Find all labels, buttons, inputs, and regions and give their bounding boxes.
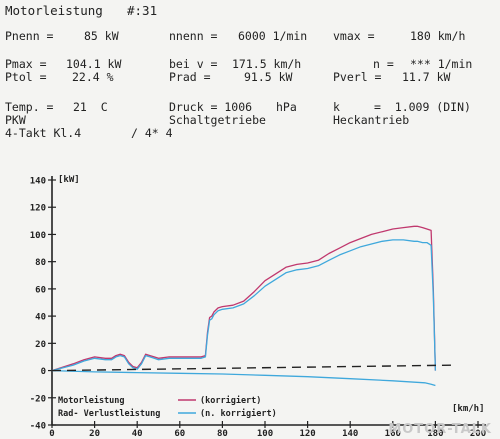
temp-value: 21 C — [73, 100, 108, 114]
series-line-0 — [51, 225, 437, 372]
y-tick-label: 40 — [35, 313, 46, 323]
k-label: k — [333, 100, 340, 114]
x-tick-label: 40 — [132, 429, 143, 439]
series-line-3 — [51, 364, 457, 372]
vehicle-type: PKW — [5, 113, 26, 127]
y-tick-label: 60 — [35, 285, 46, 295]
ptol-value: 22.4 % — [72, 70, 114, 84]
legend-korr-label: (korrigiert) — [200, 395, 261, 406]
druck-unit: hPa — [276, 100, 297, 114]
n-label: n = — [373, 57, 394, 71]
vmax-value: 180 km/h — [410, 29, 466, 43]
n-value: *** 1/min — [410, 57, 473, 71]
nnenn-label: nnenn = — [169, 29, 218, 43]
x-tick-label: 80 — [217, 429, 228, 439]
nnenn-value: 6000 1/min — [238, 29, 308, 43]
cylinder-info: / 4* 4 — [131, 126, 173, 140]
x-tick-label: 160 — [385, 429, 401, 439]
x-tick-label: 100 — [257, 429, 273, 439]
x-tick-label: 20 — [89, 429, 100, 439]
page-title: Motorleistung — [5, 3, 103, 18]
engine-type: 4-Takt Kl.4 — [5, 126, 82, 140]
x-tick-label: 140 — [342, 429, 358, 439]
druck-label: Druck = 1006 — [169, 100, 253, 114]
ptol-label: Ptol = — [5, 70, 47, 84]
series-line-2 — [51, 369, 436, 387]
x-axis-label: [km/h] — [452, 404, 485, 414]
x-tick-label: 0 — [49, 429, 54, 439]
y-tick-label: 140 — [30, 177, 46, 187]
prad-label: Prad = — [169, 70, 211, 84]
pverl-label: Pverl = — [333, 70, 382, 84]
pmax-value: 104.1 kW — [66, 57, 122, 71]
pverl-value: 11.7 kW — [402, 70, 451, 84]
y-tick-label: -40 — [30, 422, 46, 432]
x-tick-label: 120 — [299, 429, 315, 439]
beiv-label: bei v = — [169, 57, 218, 71]
y-tick-label: 120 — [30, 204, 46, 214]
legend-motor-label: Motorleistung — [58, 395, 125, 406]
pnenn-label: Pnenn = — [5, 29, 54, 43]
pmax-label: Pmax = — [5, 57, 47, 71]
y-tick-label: 80 — [35, 258, 46, 268]
series-line-1 — [51, 239, 437, 372]
y-axis-label: [kW] — [58, 175, 80, 185]
y-tick-label: 0 — [41, 367, 46, 377]
k-value: = 1.009 (DIN) — [374, 100, 471, 114]
drive: Heckantrieb — [333, 113, 410, 127]
vmax-label: vmax = — [333, 29, 375, 43]
y-tick-label: 100 — [30, 231, 46, 241]
beiv-value: 171.5 km/h — [232, 57, 302, 71]
legend-nkorr-label: (n. korrigiert) — [200, 408, 277, 419]
gearbox: Schaltgetriebe — [169, 113, 266, 127]
pnenn-value: 85 kW — [84, 29, 119, 43]
y-tick-label: -20 — [30, 394, 46, 404]
x-tick-label: 180 — [427, 429, 443, 439]
prad-value: 91.5 kW — [244, 70, 293, 84]
y-tick-label: 20 — [35, 340, 46, 350]
legend-rad-label: Rad- Verlustleistung — [58, 408, 160, 419]
watermark: MOTOR-TALK — [388, 422, 492, 437]
x-tick-label: 200 — [470, 429, 486, 439]
test-number: #:31 — [127, 3, 158, 18]
x-tick-label: 60 — [174, 429, 185, 439]
temp-label: Temp. = — [5, 100, 54, 114]
